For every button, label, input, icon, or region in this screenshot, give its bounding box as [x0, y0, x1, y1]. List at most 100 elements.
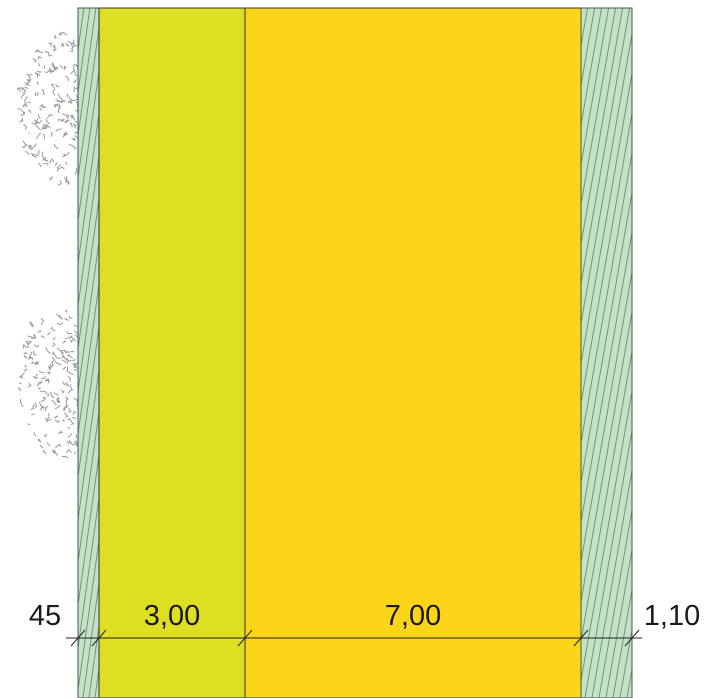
tree-stroke [56, 322, 64, 326]
tree-stroke [32, 376, 39, 380]
tree-stroke [26, 340, 33, 346]
tree-stroke [28, 351, 33, 359]
tree-stroke [57, 430, 64, 435]
tree-stroke [41, 123, 47, 130]
tree-stroke [30, 152, 38, 156]
tree-stroke [60, 349, 66, 353]
tree-stroke [16, 86, 22, 92]
tree-stroke [33, 48, 40, 53]
tree-stroke [30, 407, 35, 411]
tree-stroke [44, 124, 48, 129]
tree-stroke [36, 91, 39, 96]
tree-stroke [29, 357, 34, 360]
dimension-label: 45 [29, 600, 61, 632]
tree-stroke [42, 156, 47, 162]
tree-stroke [67, 375, 71, 382]
tree-stroke [34, 404, 38, 409]
tree-stroke [60, 352, 65, 359]
tree-stroke [65, 397, 69, 406]
tree-stroke [26, 73, 33, 76]
tree-stroke [19, 382, 22, 385]
tree-stroke [24, 368, 28, 373]
tree-stroke [64, 180, 70, 185]
tree-stroke [73, 441, 77, 446]
tree-stroke [22, 343, 27, 349]
tree-stroke [24, 81, 30, 87]
tree-stroke [73, 451, 77, 455]
tree-stroke [39, 107, 42, 111]
tree-stroke [46, 124, 51, 129]
tree-stroke [63, 65, 67, 70]
tree-stroke [57, 118, 60, 122]
tree-stroke [72, 410, 77, 416]
tree-stroke [42, 396, 47, 400]
tree-stroke [27, 109, 32, 114]
tree-stroke [56, 167, 60, 172]
tree-stroke [55, 83, 60, 88]
tree-stroke [52, 65, 56, 71]
tree-stroke [52, 350, 55, 356]
tree-stroke [54, 103, 59, 109]
tree-stroke [34, 360, 38, 366]
tree-stroke [24, 96, 28, 103]
tree-stroke [54, 360, 62, 366]
tree-stroke [47, 331, 52, 336]
tree-stroke [54, 404, 61, 410]
tree-stroke [47, 52, 53, 57]
tree-stroke [52, 336, 56, 341]
tree-stroke [38, 113, 41, 120]
tree-stroke [53, 143, 59, 150]
tree-stroke [50, 83, 55, 89]
tree-stroke [73, 70, 78, 77]
tree-stroke [60, 42, 64, 47]
tree-stroke [42, 90, 45, 96]
tree-stroke [19, 108, 26, 116]
tree-stroke [19, 375, 24, 379]
tree-stroke [39, 103, 44, 109]
tree-stroke [24, 364, 27, 368]
tree-stroke [35, 72, 41, 77]
tree-stroke [56, 164, 62, 169]
tree-stroke [74, 167, 77, 175]
tree-stroke [40, 399, 45, 403]
tree-stroke [19, 372, 25, 379]
tree-stroke [57, 397, 61, 403]
tree-stroke [66, 357, 69, 364]
tree-stroke [44, 417, 52, 423]
tree-stroke [38, 402, 45, 410]
tree-stroke [39, 405, 46, 411]
tree-stroke [69, 336, 76, 342]
tree-stroke [22, 144, 28, 149]
tree-stroke [23, 354, 28, 359]
tree-stroke [33, 362, 39, 365]
tree-stroke [66, 354, 71, 357]
tree-stroke [68, 144, 76, 149]
tree-stroke [53, 353, 61, 360]
dimension-label: 1,10 [644, 600, 700, 632]
tree-stroke [36, 149, 40, 157]
tree-stroke [17, 387, 22, 391]
tree-stroke [69, 350, 74, 353]
tree-stroke [59, 118, 65, 122]
tree-stroke [54, 419, 61, 423]
tree-stroke [65, 335, 73, 340]
tree-stroke [68, 315, 73, 319]
tree-stroke [62, 359, 67, 364]
tree-stroke [67, 40, 74, 48]
tree-stroke [38, 387, 42, 390]
tree-stroke [36, 70, 43, 74]
tree-stroke [66, 93, 70, 97]
tree-stroke [52, 44, 56, 49]
tree-stroke [70, 68, 76, 75]
tree-stroke [40, 318, 45, 326]
tree-stroke [37, 162, 42, 168]
tree-stroke [54, 162, 58, 166]
tree-stroke [73, 79, 77, 83]
tree-stroke [44, 391, 50, 397]
tree-stroke [72, 122, 77, 129]
tree-stroke [40, 335, 45, 339]
tree-stroke [73, 362, 79, 369]
tree-stroke [74, 131, 78, 135]
sidewalk-left [77, 7, 100, 698]
